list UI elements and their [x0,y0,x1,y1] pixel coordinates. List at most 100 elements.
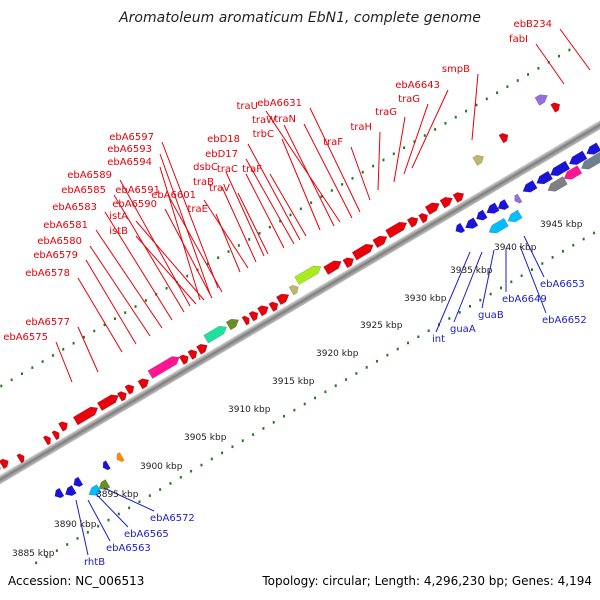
forward-gene-21 [275,293,290,306]
forward-gene-37 [550,102,561,113]
ruler-label: 3905 kbp [184,433,227,443]
forward-gene-label: ebA6577 [25,317,70,328]
reverse-gene-2 [73,476,84,488]
map-title: Aromatoleum aromaticum EbN1, complete ge… [118,10,481,26]
reverse-gene-label: ebA6652 [542,315,587,326]
forward-gene-label: ebA6579 [33,250,78,261]
reverse-gene-7 [455,222,466,234]
reverse-gene-19 [586,142,600,155]
forward-gene-2 [16,453,25,464]
ruler-label: 3925 kbp [360,321,403,331]
forward-gene-label: ebA6590 [112,199,157,210]
forward-gene-34 [472,154,484,166]
forward-gene-30 [418,213,428,224]
forward-gene-1 [0,458,9,470]
forward-gene-36 [534,94,548,106]
forward-gene-labels: ebA6575 ebA6577 ebA6578 ebA6579 ebA6580 ebA65… [3,19,552,343]
forward-gene-label: ebA6575 [3,332,48,343]
forward-gene-label: ebA6589 [67,170,112,181]
forward-gene-7 [96,394,119,412]
forward-gene-label: ebA6585 [61,185,106,196]
forward-gene-label: istB [109,226,128,237]
reverse-gene-12 [488,217,509,234]
forward-gene-label: ebD17 [205,149,238,160]
forward-gene-32 [439,197,453,209]
forward-gene-22 [288,284,299,296]
reverse-gene-21 [563,165,583,180]
forward-gene-label: ebA6597 [109,132,154,143]
forward-gene-19 [257,305,269,317]
forward-gene-25 [342,257,355,269]
forward-gene-31 [424,202,440,215]
forward-gene-28 [385,221,408,239]
forward-gene-label: trbC [253,129,274,140]
forward-gene-label: ebA6581 [43,220,88,231]
reverse-gene-label: ebA6565 [124,529,169,540]
reverse-gene-13 [507,209,523,223]
reverse-gene-label: ebA6563 [106,543,151,554]
forward-gene-label: dsbC [193,162,218,173]
reverse-gene-label: ebA6572 [150,513,195,524]
ruler-label: 3900 kbp [140,462,183,472]
forward-gene-label: ebB234 [514,19,552,30]
ruler-label: 3945 kbp [540,220,583,230]
reverse-gene-label: guaB [478,310,504,321]
forward-gene-23 [294,265,322,286]
forward-gene-11 [147,356,180,379]
forward-gene-label: traG [398,94,420,105]
forward-gene-35 [498,132,509,144]
forward-gene-label: traW [252,115,276,126]
reverse-gene-3 [88,484,102,496]
forward-gene-16 [225,318,240,331]
forward-gene-label: traC [217,164,238,175]
reverse-gene-label: guaA [450,324,476,335]
forward-gene-label: ebA6583 [52,202,97,213]
forward-gene-18 [248,311,259,322]
forward-gene-label: ebD18 [207,134,240,145]
forward-gene-label: ebA6631 [257,98,302,109]
reverse-gene-16 [536,170,554,185]
forward-gene-15 [203,325,228,344]
forward-gene-10 [137,378,150,390]
forward-gene-label: traV [209,183,230,194]
forward-gene-label: ebA6593 [107,144,152,155]
forward-gene-label: traU [237,101,258,112]
reverse-gene-17 [550,160,571,177]
reverse-gene-label: int [432,334,445,345]
reverse-gene-9 [476,209,488,221]
reverse-gene-18 [568,150,588,165]
ruler-label: 3910 kbp [228,405,271,415]
ruler-label: 3885 kbp [12,549,55,559]
reverse-track-dots [35,231,595,565]
reverse-strand-genes [54,133,600,499]
forward-gene-14 [196,343,208,355]
label-leader-lines [55,28,591,556]
forward-gene-5 [58,421,68,432]
forward-gene-9 [124,384,135,395]
reverse-gene-4 [98,479,111,491]
forward-gene-label: ebA6643 [395,80,440,91]
forward-gene-label: traH [350,122,372,133]
kbp-ruler: 3885 kbp 3890 kbp 3895 kbp 3900 kbp 3905 kbp… [12,220,583,559]
reverse-gene-label: ebA6653 [540,279,585,290]
forward-gene-label: ebA6591 [115,185,160,196]
forward-strand-genes [0,94,561,477]
reverse-gene-10 [486,202,500,214]
forward-gene-label: ebA6601 [151,190,196,201]
forward-gene-4 [51,430,60,441]
reverse-gene-5 [102,460,111,471]
forward-gene-label: smpB [442,64,470,75]
forward-gene-label: ebA6580 [37,236,82,247]
forward-gene-17 [241,315,250,326]
forward-gene-label: traE [188,204,208,215]
genome-summary-text: Topology: circular; Length: 4,296,230 bp… [261,574,592,588]
reverse-gene-8 [465,217,479,229]
reverse-gene-22 [580,151,600,170]
forward-gene-3 [42,435,51,446]
forward-gene-label: traG [375,107,397,118]
forward-gene-13 [187,349,198,360]
ruler-label: 3915 kbp [272,377,315,387]
ruler-label: 3890 kbp [54,520,97,530]
